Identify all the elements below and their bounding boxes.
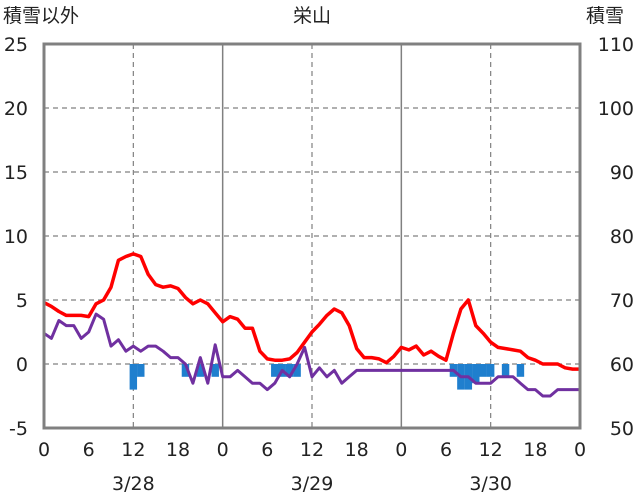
y-left-tick-label: 20 [4, 98, 28, 120]
series-line-purple [43, 312, 580, 398]
x-tick-label: 0 [38, 439, 50, 461]
y-right-tick-label: 60 [610, 354, 634, 376]
chart-title: 栄山 [293, 5, 331, 27]
x-tick-label: 12 [300, 439, 324, 461]
y-right-tick-label: 110 [598, 34, 634, 56]
y-left-tick-label: 0 [16, 354, 28, 376]
x-tick-label: 12 [121, 439, 145, 461]
snow-bar [293, 364, 301, 377]
y-left-tick-label: -5 [9, 418, 28, 440]
x-tick-label: 18 [166, 439, 190, 461]
snow-bar [196, 364, 205, 377]
x-tick-label: 18 [345, 439, 369, 461]
snow-bar [129, 364, 138, 390]
grid [44, 44, 580, 428]
y-right-tick-label: 80 [610, 226, 634, 248]
snow-bar [285, 364, 294, 377]
y-right-tick-label: 100 [598, 98, 634, 120]
series-lines [43, 252, 580, 398]
day-label: 3/28 [112, 473, 155, 495]
plot-frame [42, 42, 582, 430]
snow-bar [472, 364, 480, 384]
y-right-tick-label: 70 [610, 290, 634, 312]
y-left-tick-label: 10 [4, 226, 28, 248]
snow-bar [271, 364, 279, 377]
y-left-tick-label: 5 [16, 290, 28, 312]
x-tick-label: 12 [479, 439, 503, 461]
series-line-red [43, 252, 580, 371]
left-axis-title: 積雪以外 [3, 5, 79, 27]
x-tick-label: 6 [83, 439, 95, 461]
day-label: 3/30 [469, 473, 512, 495]
x-tick-label: 18 [523, 439, 547, 461]
snow-bar [211, 364, 219, 377]
snow-bar [516, 364, 525, 377]
y-left-tick-label: 25 [4, 34, 28, 56]
right-axis-title: 積雪 [586, 5, 624, 27]
day-label: 3/29 [291, 473, 334, 495]
y-right-tick-label: 50 [610, 418, 634, 440]
snow-bar [137, 364, 145, 377]
y-left-tick-label: 15 [4, 162, 28, 184]
y-right-tick-label: 90 [610, 162, 634, 184]
snow-bar [181, 364, 190, 377]
snow-bar [479, 364, 487, 377]
x-tick-label: 0 [574, 439, 586, 461]
snow-bar [501, 364, 510, 377]
x-tick-label: 0 [217, 439, 229, 461]
x-tick-label: 6 [261, 439, 273, 461]
snow-bar [486, 364, 495, 377]
x-tick-label: 0 [395, 439, 407, 461]
x-tick-label: 6 [440, 439, 452, 461]
